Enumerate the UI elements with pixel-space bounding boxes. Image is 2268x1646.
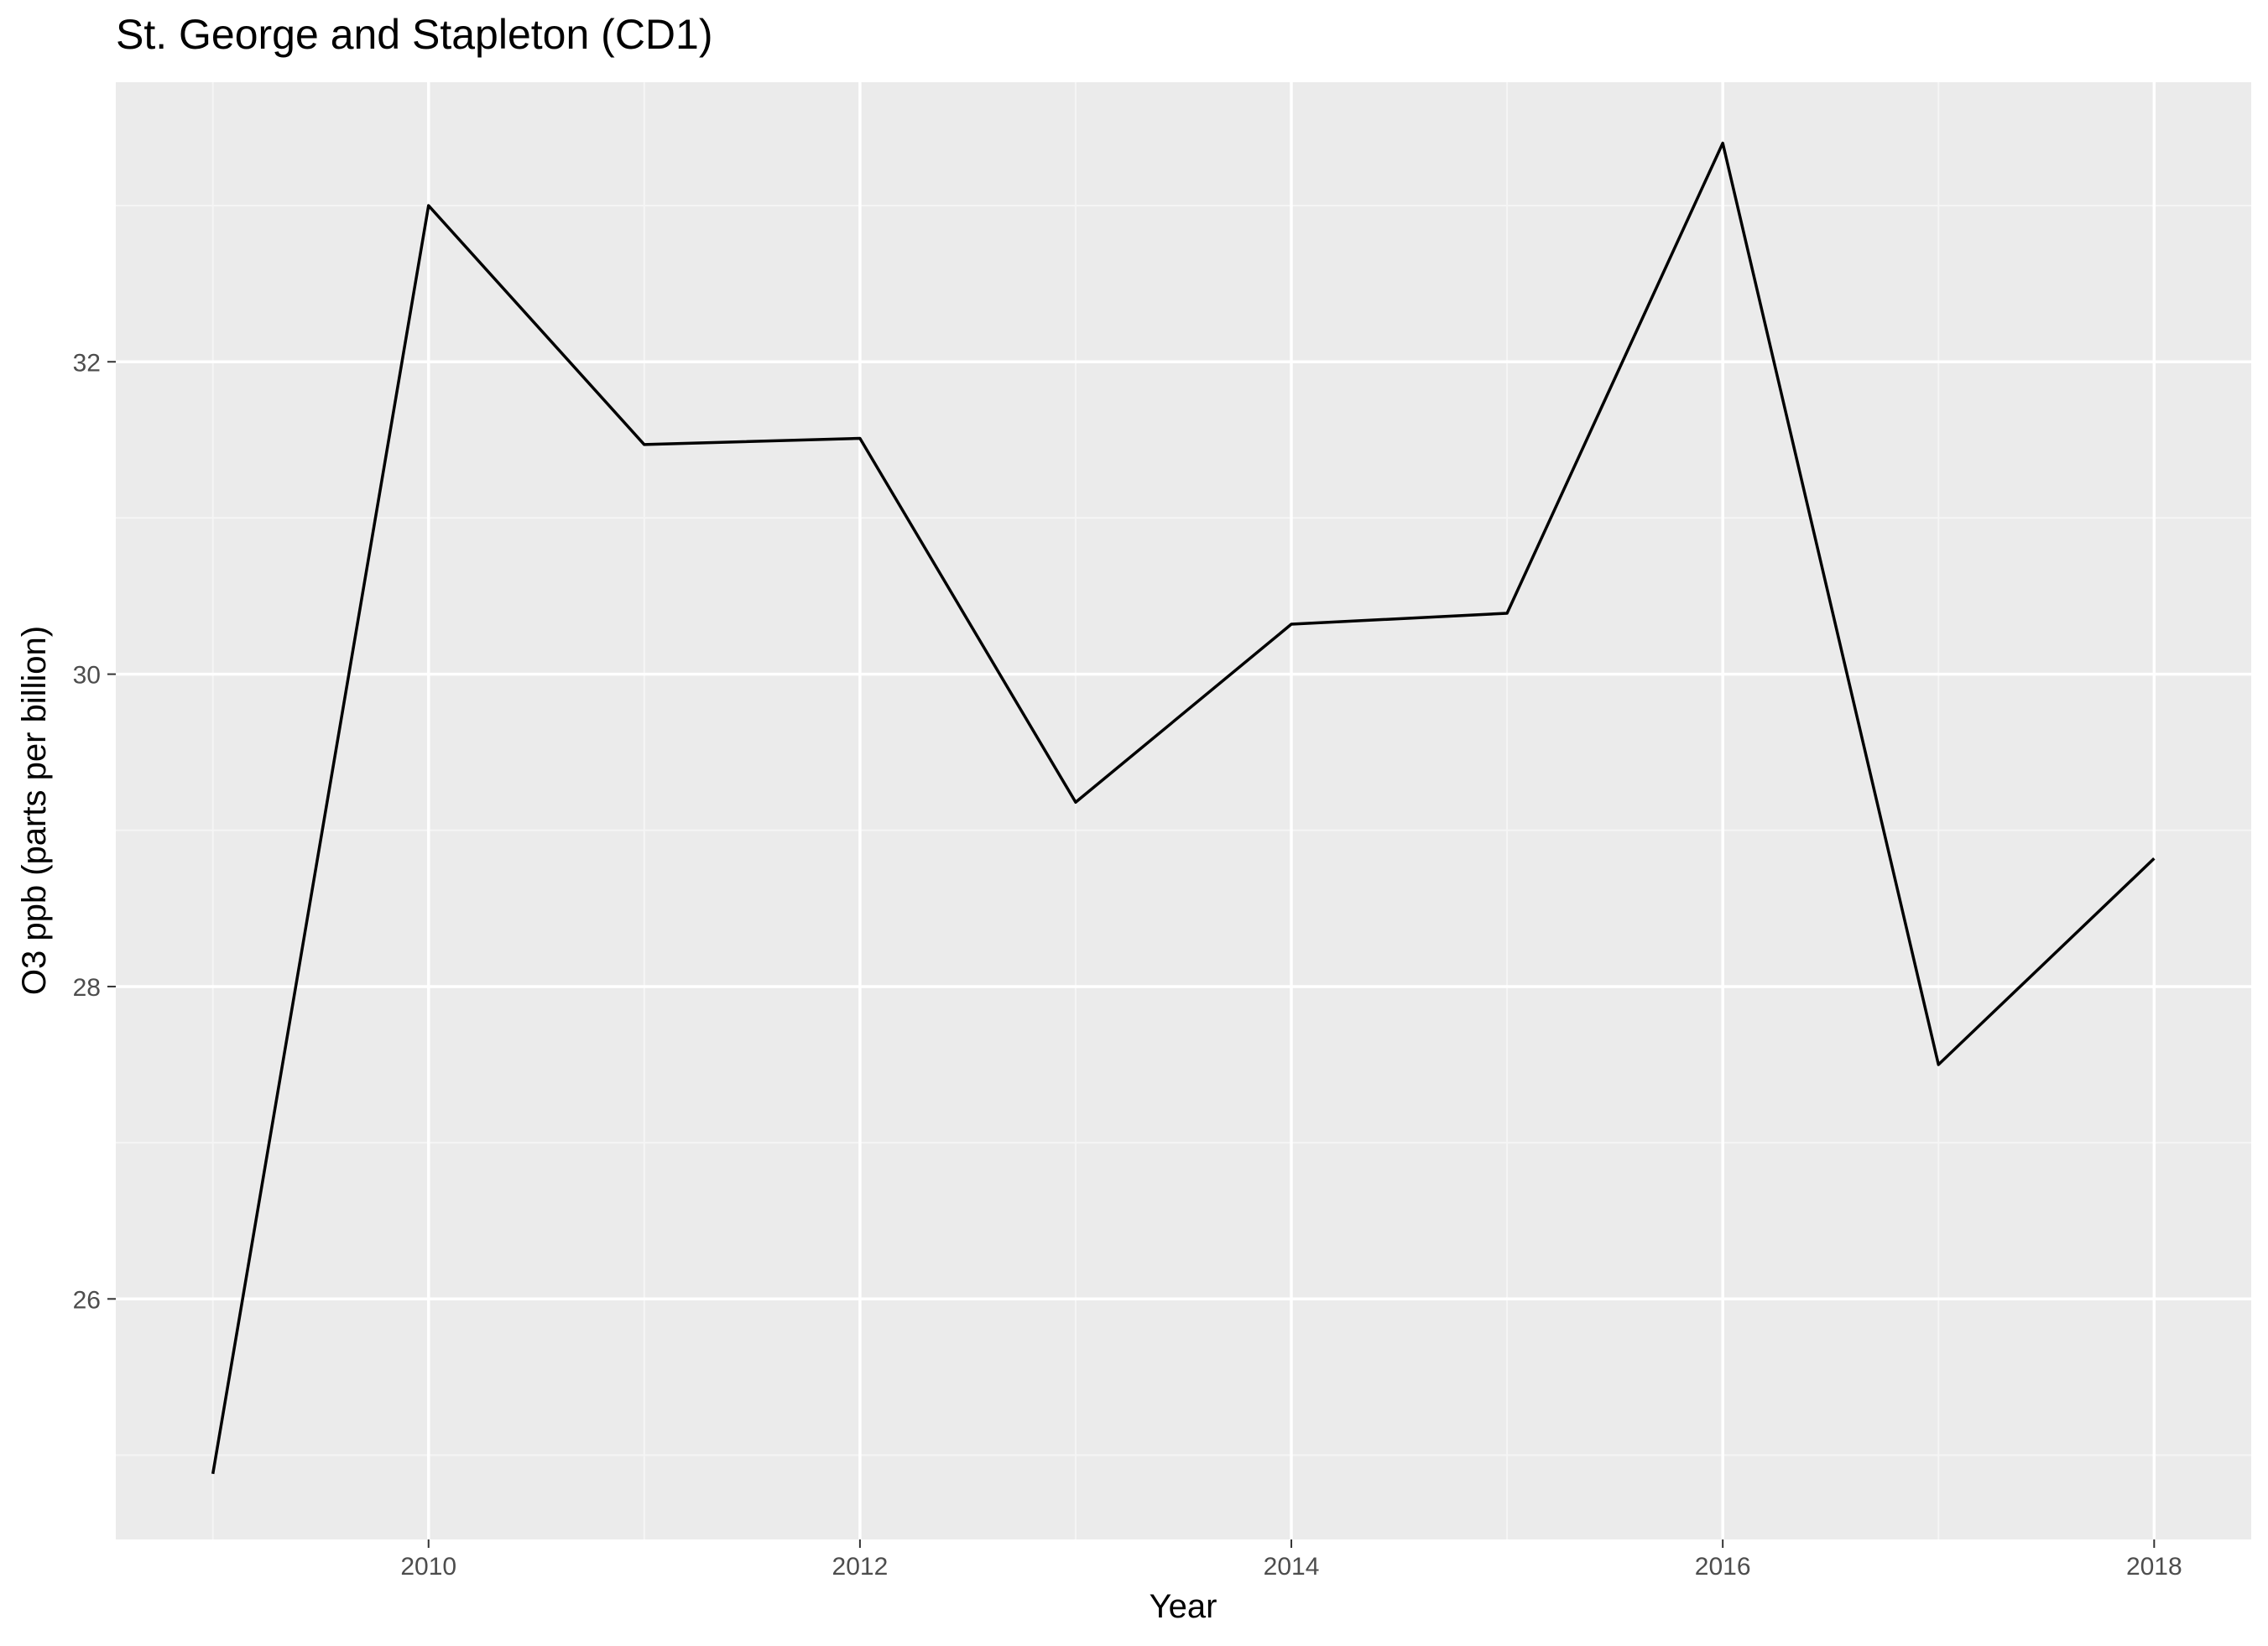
y-tick-label-2: 30	[73, 662, 101, 690]
x-tick-label-1: 2012	[832, 1553, 889, 1581]
series-line	[211, 141, 2156, 1475]
grid-major	[116, 82, 2251, 1539]
y-tick-label-3: 32	[73, 349, 101, 377]
grid-minor	[116, 82, 2251, 1539]
plot-panel	[116, 82, 2251, 1539]
y-axis: 26 28 30 32	[73, 349, 116, 1314]
y-tick-label-0: 26	[73, 1286, 101, 1314]
x-tick-label-3: 2016	[1695, 1553, 1751, 1581]
x-axis: 2010 2012 2014 2016 2018	[400, 1539, 2182, 1581]
y-axis-title: O3 ppb (parts per billion)	[16, 626, 53, 995]
chart-title: St. George and Stapleton (CD1)	[116, 11, 713, 58]
x-tick-label-0: 2010	[400, 1553, 456, 1581]
x-tick-label-4: 2018	[2126, 1553, 2182, 1581]
x-tick-label-2: 2014	[1264, 1553, 1320, 1581]
x-axis-title: Year	[1150, 1588, 1217, 1625]
y-tick-label-1: 28	[73, 974, 101, 1002]
